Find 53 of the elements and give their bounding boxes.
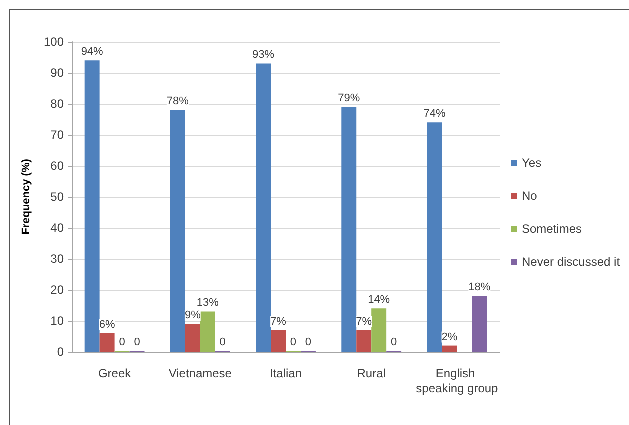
- data-label: 0: [305, 336, 312, 348]
- data-label: 0: [134, 336, 140, 348]
- bar: [84, 60, 100, 352]
- data-label: 0: [391, 336, 398, 348]
- data-label: 2%: [442, 331, 458, 344]
- x-tick-label: English speaking group: [416, 366, 499, 396]
- data-label: 93%: [252, 49, 275, 62]
- legend-label: No: [522, 189, 538, 203]
- x-tick-label: Vietnamese: [168, 366, 232, 380]
- data-label: 74%: [424, 108, 446, 120]
- y-tick-label: 10: [50, 314, 64, 328]
- y-tick-label: 90: [50, 66, 64, 80]
- data-label: 14%: [368, 294, 390, 306]
- y-tick-label: 40: [50, 221, 64, 235]
- bar: [442, 346, 458, 352]
- data-label: 0: [119, 336, 126, 348]
- data-label: 6%: [99, 318, 116, 331]
- data-label: 0: [290, 336, 297, 348]
- x-tick-label: Greek: [98, 366, 132, 380]
- bar: [427, 122, 442, 352]
- bar: [256, 64, 272, 352]
- bar: [100, 333, 115, 352]
- bar: [170, 110, 186, 352]
- data-label: 18%: [468, 282, 491, 294]
- x-tick-label: Italian: [270, 366, 302, 380]
- data-label: 13%: [196, 297, 220, 310]
- data-label: 7%: [270, 316, 287, 328]
- data-label: 0: [220, 336, 226, 348]
- y-tick-label: 80: [50, 97, 64, 111]
- y-tick-label: 30: [50, 252, 64, 266]
- legend-label: Sometimes: [522, 222, 582, 236]
- bar: [356, 330, 372, 352]
- y-axis-title: Frequency (%): [20, 158, 32, 235]
- bar: [185, 324, 200, 352]
- y-tick-label: 60: [50, 159, 64, 173]
- legend-label: Yes: [522, 156, 542, 170]
- data-label: 94%: [81, 46, 104, 58]
- y-tick-label: 50: [50, 190, 64, 204]
- data-label: 79%: [338, 92, 360, 105]
- data-label: 78%: [166, 96, 190, 108]
- bar: [342, 107, 357, 352]
- y-tick-label: 100: [44, 35, 64, 49]
- bar: [271, 330, 286, 352]
- bar: [472, 296, 488, 352]
- y-tick-label: 20: [50, 283, 64, 297]
- bar: [372, 308, 387, 352]
- data-label: 9%: [184, 310, 202, 322]
- x-tick-label: Rural: [357, 366, 386, 380]
- data-label: 7%: [356, 316, 372, 328]
- legend-label: Never discussed it: [522, 255, 621, 269]
- bar: [200, 312, 216, 352]
- y-tick-label: 70: [50, 128, 64, 142]
- y-tick-label: 0: [57, 345, 64, 359]
